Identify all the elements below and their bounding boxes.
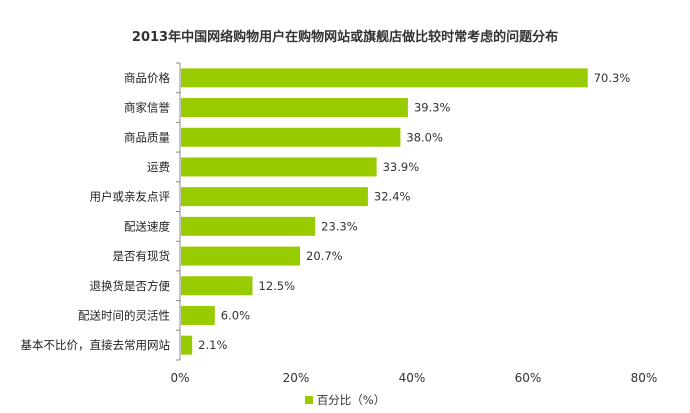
category-label: 配送时间的灵活性 [78, 308, 170, 322]
value-label: 2.1% [198, 338, 227, 352]
category-label: 运费 [147, 160, 170, 174]
bar [181, 157, 377, 177]
category-label: 退换货是否方便 [90, 279, 171, 293]
x-tick-label: 60% [515, 371, 542, 385]
bar [181, 187, 368, 207]
bar [181, 68, 588, 88]
bar [181, 305, 215, 325]
category-label: 配送速度 [124, 219, 170, 233]
chart-title: 2013年中国网络购物用户在购物网站或旗舰店做比较时常考虑的问题分布 [131, 30, 559, 45]
category-label: 商品价格 [124, 71, 170, 85]
legend-label: 百分比（%） [316, 393, 386, 407]
value-label: 23.3% [321, 219, 358, 233]
category-label: 基本不比价，直接去常用网站 [21, 338, 171, 352]
category-label: 是否有现货 [113, 249, 171, 263]
value-label: 32.4% [374, 190, 411, 204]
category-label: 商家信誉 [124, 101, 170, 115]
value-label: 20.7% [306, 249, 343, 263]
x-tick-label: 40% [399, 371, 426, 385]
bar [181, 98, 408, 118]
value-label: 70.3% [594, 71, 631, 85]
x-tick-label: 20% [283, 371, 310, 385]
x-tick-label: 80% [631, 371, 658, 385]
bar [181, 246, 301, 266]
category-label: 用户或亲友点评 [90, 190, 171, 204]
value-label: 6.0% [221, 308, 250, 322]
value-label: 39.3% [414, 101, 451, 115]
value-label: 33.9% [383, 160, 420, 174]
legend: 百分比（%） [0, 392, 690, 408]
value-label: 12.5% [259, 279, 296, 293]
bar [181, 335, 193, 355]
x-tick-label: 0% [170, 371, 189, 385]
category-label: 商品质量 [124, 130, 170, 144]
value-label: 38.0% [406, 130, 443, 144]
bar [181, 276, 253, 296]
legend-swatch [304, 396, 313, 404]
bar [181, 127, 401, 147]
bar [181, 216, 316, 236]
